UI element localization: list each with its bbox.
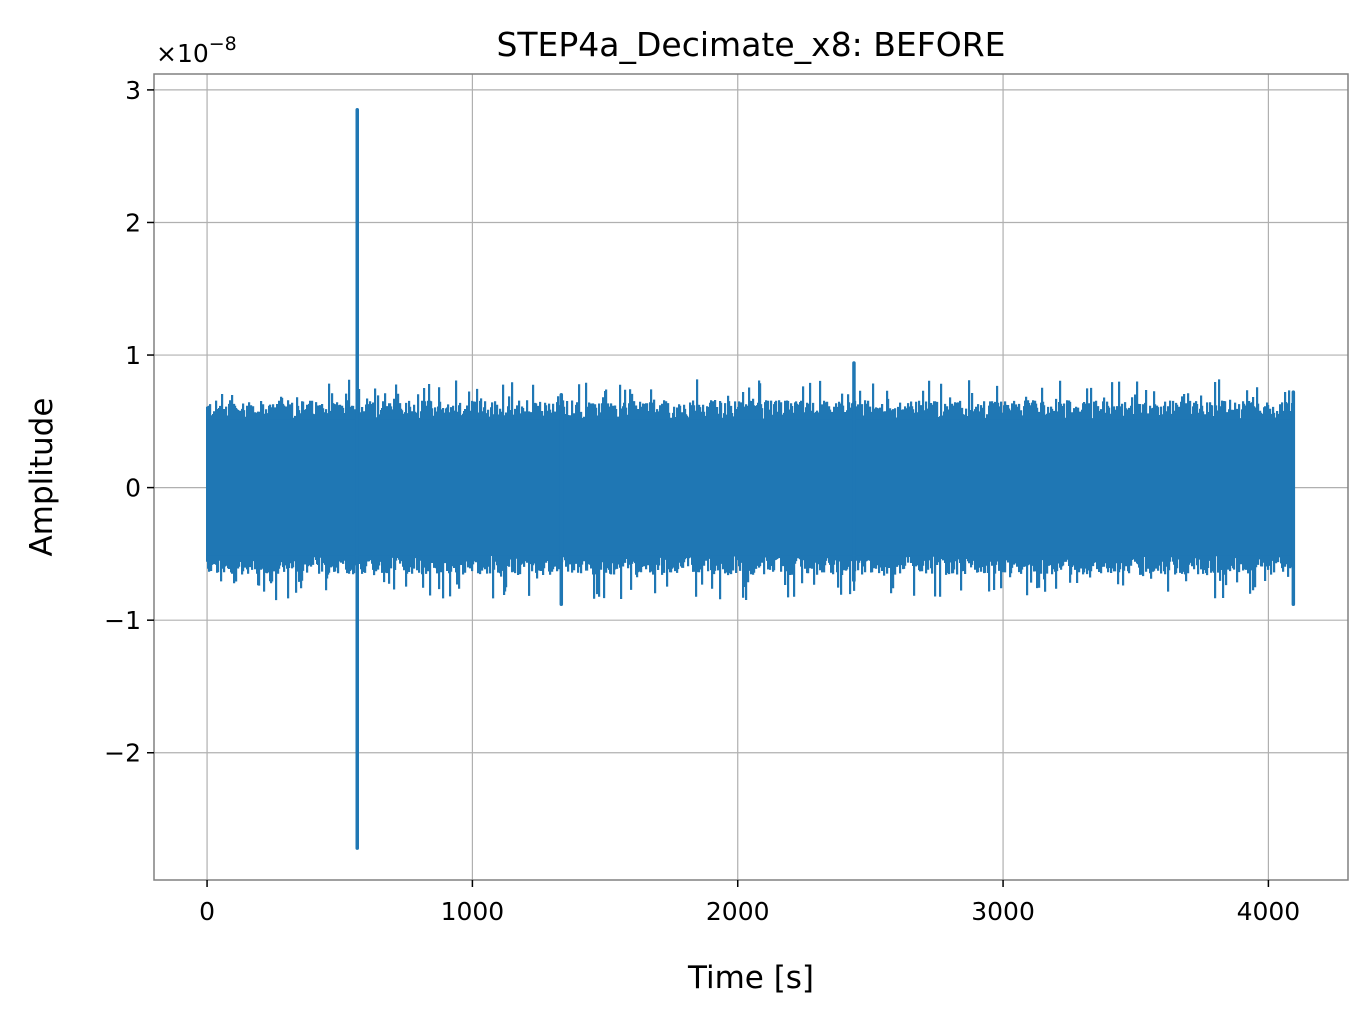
y-axis-label: Amplitude <box>24 398 60 557</box>
y-offset-exponent: −8 <box>209 33 237 55</box>
y-axis-ticks: −2 −1 0 1 2 3 <box>104 76 154 768</box>
x-tick-label: 4000 <box>1237 897 1301 926</box>
x-tick-label: 3000 <box>971 897 1035 926</box>
y-tick-label: −1 <box>104 606 141 635</box>
chart-title: STEP4a_Decimate_x8: BEFORE <box>496 25 1005 64</box>
x-tick-label: 0 <box>199 897 215 926</box>
series-group <box>206 108 1296 850</box>
y-tick-label: 0 <box>125 474 141 503</box>
y-tick-label: 3 <box>125 76 141 105</box>
x-axis-label: Time [s] <box>687 960 814 996</box>
y-tick-label: 2 <box>125 208 141 237</box>
series-band-core <box>207 419 1294 556</box>
x-tick-label: 2000 <box>706 897 770 926</box>
x-axis-ticks: 0 1000 2000 3000 4000 <box>199 880 1300 926</box>
y-offset-base: ×10 <box>156 39 209 68</box>
x-tick-label: 1000 <box>441 897 505 926</box>
y-tick-label: 1 <box>125 341 141 370</box>
y-tick-label: −2 <box>104 739 141 768</box>
plot-frame <box>153 73 1349 881</box>
y-offset-label: ×10−8 <box>156 33 237 68</box>
